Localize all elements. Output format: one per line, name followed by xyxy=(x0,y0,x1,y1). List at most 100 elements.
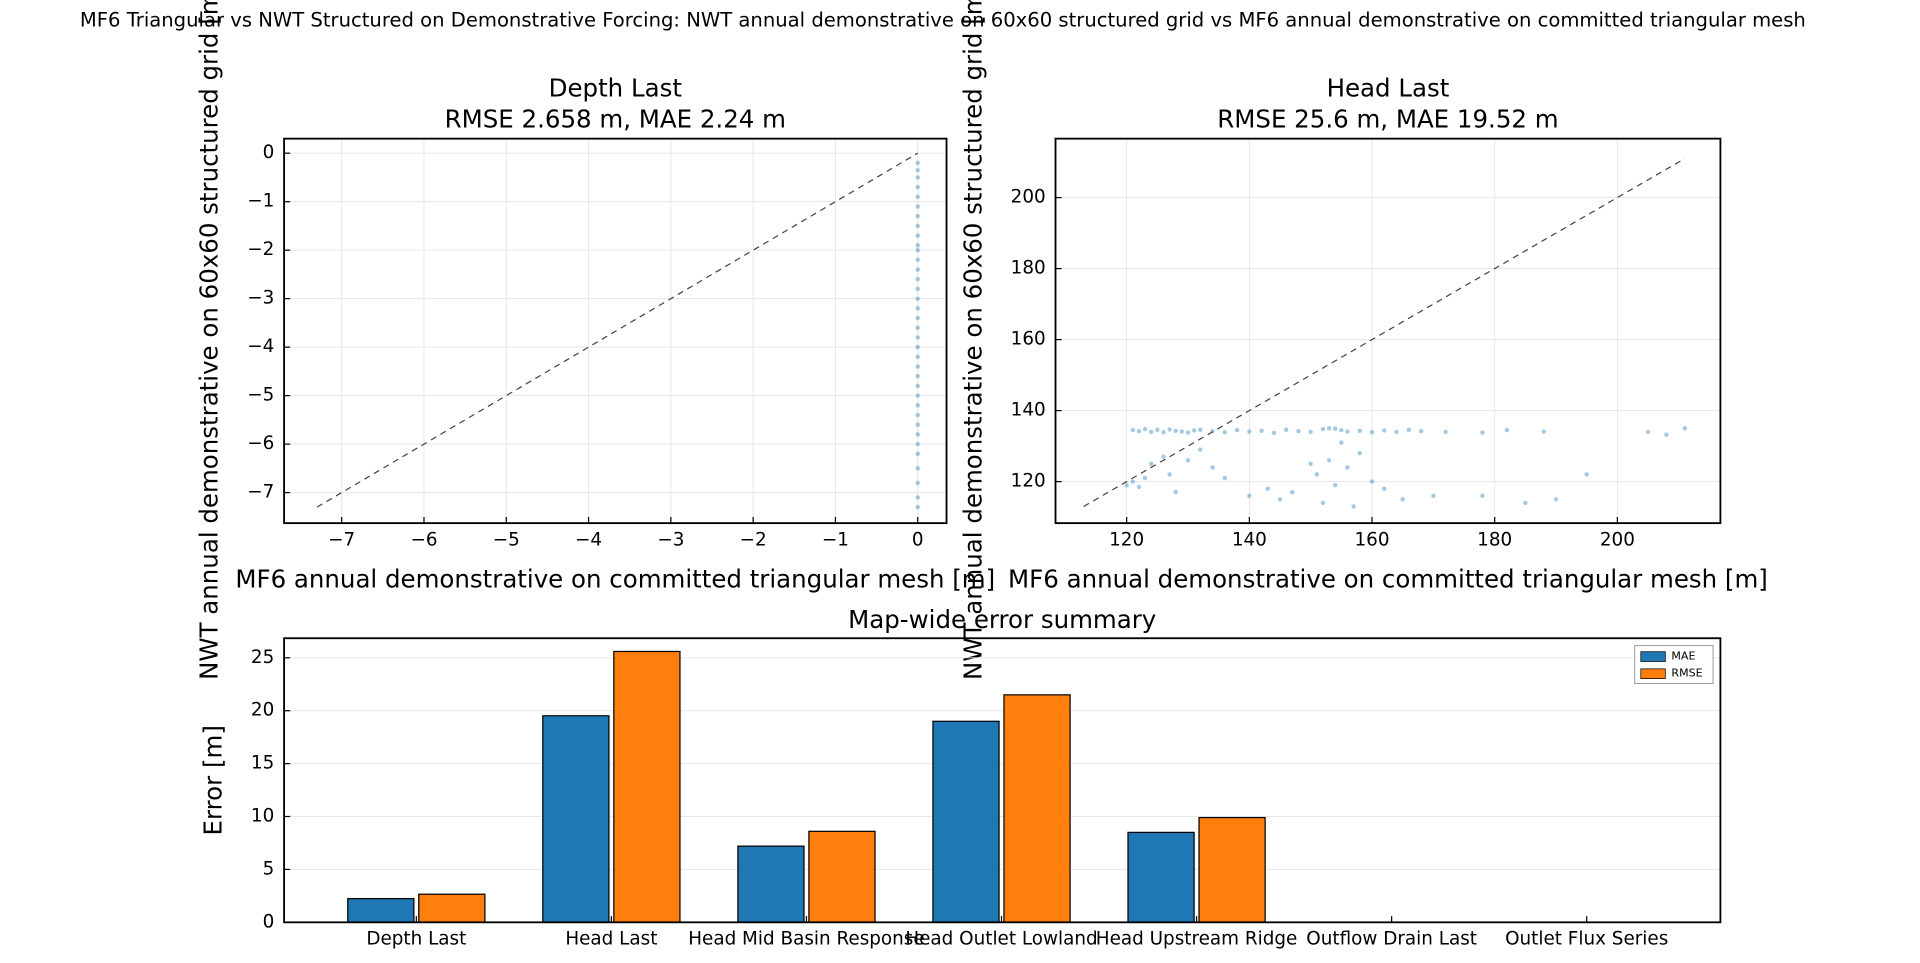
point xyxy=(1161,454,1166,459)
y-tick-label: −6 xyxy=(247,433,274,454)
point xyxy=(1339,427,1344,433)
point xyxy=(1130,427,1135,433)
point xyxy=(1271,430,1277,436)
point xyxy=(1179,429,1185,434)
y-tick-label: 120 xyxy=(1011,471,1046,492)
point xyxy=(915,233,920,238)
x-tick-label: −3 xyxy=(657,529,684,550)
point xyxy=(1277,497,1283,502)
point xyxy=(915,495,920,500)
point xyxy=(1161,430,1166,435)
point xyxy=(1247,429,1252,434)
point xyxy=(1308,461,1313,467)
reference-line xyxy=(316,152,919,508)
point xyxy=(1682,426,1688,431)
y-tick-label: −7 xyxy=(247,482,274,503)
point xyxy=(1173,490,1178,495)
bar xyxy=(418,893,486,923)
point xyxy=(915,306,920,311)
point xyxy=(1259,428,1264,434)
x-tick-label: −6 xyxy=(410,529,437,550)
y-tick-label: 0 xyxy=(263,142,275,163)
point xyxy=(1185,458,1191,463)
point xyxy=(1339,440,1344,445)
point xyxy=(915,267,920,272)
x-tick-label: Depth Last xyxy=(366,928,466,949)
x-tick-label: 200 xyxy=(1600,529,1635,550)
y-tick-label: 160 xyxy=(1011,329,1046,350)
bar xyxy=(542,715,610,923)
point xyxy=(1155,427,1160,432)
point xyxy=(1148,461,1154,467)
point xyxy=(1406,427,1412,432)
y-tick-label: −2 xyxy=(247,239,274,260)
point xyxy=(1130,479,1135,484)
point xyxy=(915,167,920,173)
legend-label: MAE xyxy=(1671,650,1695,663)
x-tick-label: 180 xyxy=(1477,529,1512,550)
point xyxy=(1480,430,1485,435)
point xyxy=(915,286,920,292)
y-tick-label: 0 xyxy=(263,911,275,932)
point xyxy=(915,354,920,360)
y-tick-label: 180 xyxy=(1011,258,1046,279)
point xyxy=(915,480,920,486)
reference-line xyxy=(1083,157,1686,507)
x-tick-label: −1 xyxy=(822,529,849,550)
point xyxy=(1167,427,1172,432)
x-tick-label: 0 xyxy=(912,529,924,550)
x-tick-label: 120 xyxy=(1109,529,1144,550)
bar xyxy=(347,898,415,923)
bar xyxy=(737,845,805,923)
figure-title: MF6 Triangular vs NWT Structured on Demo… xyxy=(80,9,1806,32)
point xyxy=(915,393,920,398)
x-tick-label: Outlet Flux Series xyxy=(1505,928,1668,949)
y-tick-label: 5 xyxy=(263,858,275,879)
point xyxy=(915,374,920,379)
point xyxy=(1504,427,1510,433)
y-tick-label: 25 xyxy=(251,647,274,668)
chart-title: Depth Last xyxy=(549,74,683,103)
x-tick-label: Head Last xyxy=(565,928,657,949)
point xyxy=(915,160,920,166)
legend-swatch xyxy=(1640,651,1666,662)
point xyxy=(1265,486,1270,491)
point xyxy=(1314,472,1320,477)
point xyxy=(915,243,920,248)
y-tick-label: 20 xyxy=(251,700,274,721)
point xyxy=(915,422,920,427)
point xyxy=(1523,500,1528,506)
point xyxy=(1326,426,1332,431)
y-tick-label: −1 xyxy=(247,191,274,212)
point xyxy=(915,184,920,190)
point xyxy=(1222,475,1228,481)
point xyxy=(1296,428,1301,434)
bar xyxy=(1127,831,1195,923)
x-tick-label: −7 xyxy=(328,529,355,550)
point xyxy=(1210,465,1215,470)
point xyxy=(915,466,920,471)
point xyxy=(1394,429,1399,435)
x-tick-label: Head Upstream Ridge xyxy=(1096,928,1298,949)
point xyxy=(915,383,920,389)
point xyxy=(1645,429,1651,435)
point xyxy=(915,175,920,180)
point xyxy=(1418,428,1424,434)
point xyxy=(1326,458,1332,463)
y-tick-label: 10 xyxy=(251,806,274,827)
bar xyxy=(1003,694,1071,923)
point xyxy=(1198,447,1203,452)
point xyxy=(1210,428,1215,434)
bar xyxy=(808,830,876,923)
point xyxy=(915,335,920,340)
point xyxy=(1357,428,1362,434)
point xyxy=(915,504,920,510)
axes-frame xyxy=(1054,137,1722,525)
point xyxy=(1320,426,1326,432)
point xyxy=(915,325,920,330)
y-tick-label: 140 xyxy=(1011,400,1046,421)
point xyxy=(1357,450,1362,456)
point xyxy=(1308,429,1313,435)
y-tick-label: −4 xyxy=(247,336,274,357)
